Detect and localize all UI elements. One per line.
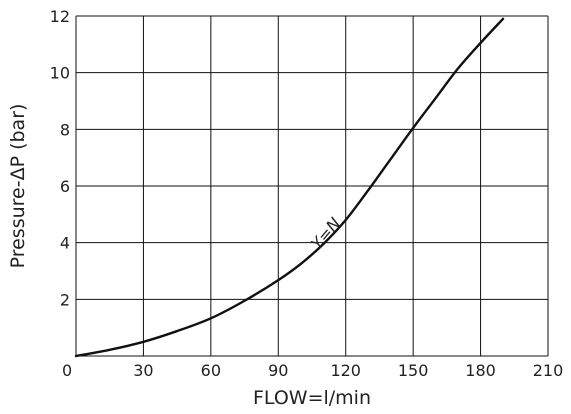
x-tick-label: 30 — [133, 361, 153, 380]
x-axis-label: FLOW=l/min — [253, 387, 371, 409]
x-tick-label: 60 — [201, 361, 221, 380]
annotations: Y=N — [307, 214, 344, 253]
y-tick-labels: 2 4 6 8 10 12 — [50, 7, 70, 309]
x-tick-label: 150 — [398, 361, 429, 380]
series-line-0 — [74, 17, 505, 358]
y-tick-label: 8 — [60, 120, 70, 139]
grid-lines — [75, 15, 549, 357]
series-layer — [74, 17, 505, 358]
y-tick-label: 12 — [50, 7, 70, 26]
x-tick-label: 0 — [62, 361, 72, 380]
x-tick-labels: 0 30 60 90 120 150 180 210 — [62, 361, 563, 380]
x-tick-label: 120 — [330, 361, 361, 380]
y-tick-label: 6 — [60, 177, 70, 196]
series-annotation: Y=N — [307, 214, 344, 253]
x-tick-label: 210 — [533, 361, 564, 380]
x-tick-label: 90 — [268, 361, 288, 380]
x-tick-label: 180 — [465, 361, 496, 380]
y-tick-label: 10 — [50, 64, 70, 83]
y-axis-label: Pressure-ΔP (bar) — [7, 104, 29, 269]
y-tick-label: 2 — [60, 290, 70, 309]
y-tick-label: 4 — [60, 234, 70, 253]
